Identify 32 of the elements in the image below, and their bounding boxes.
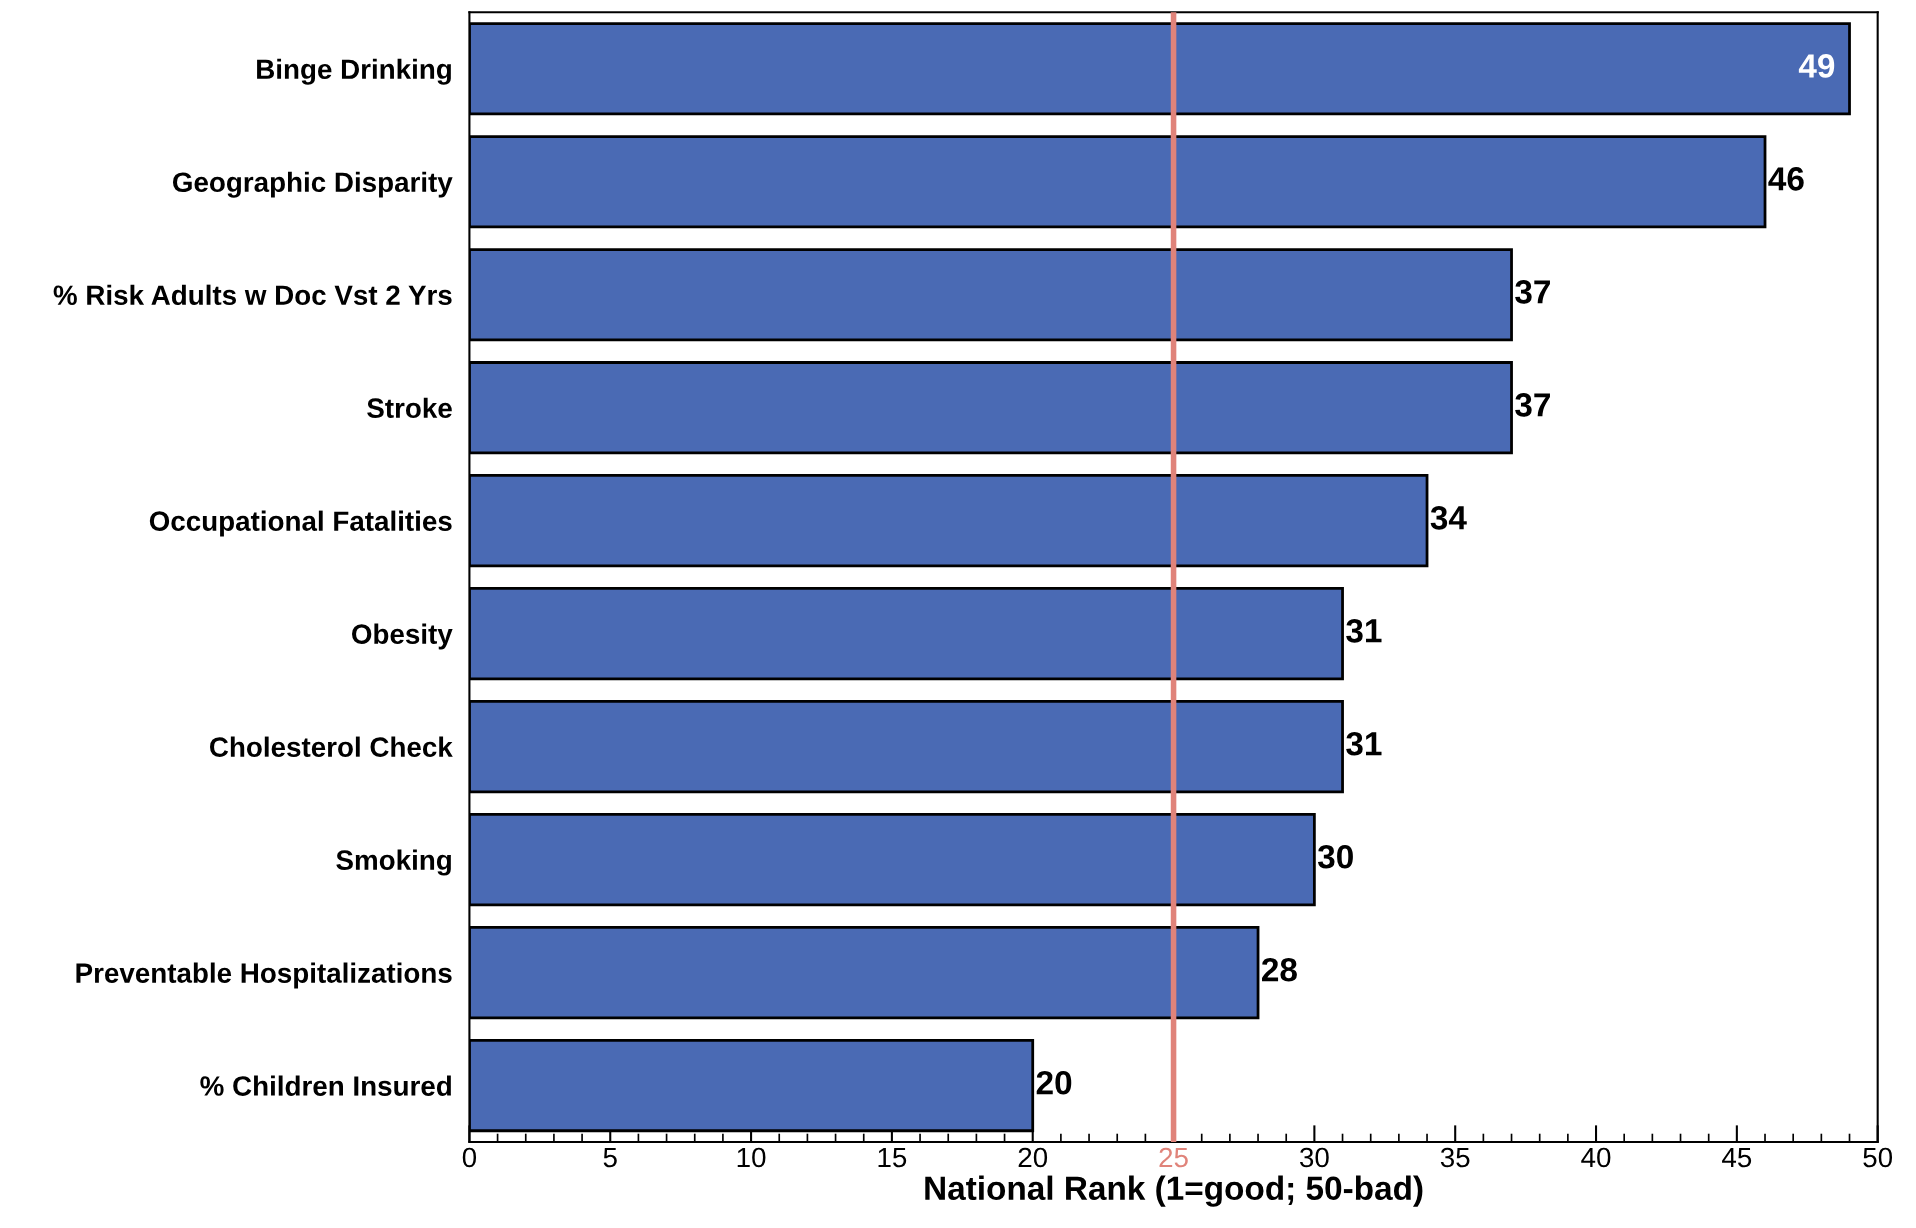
y-tick-label: Obesity (352, 623, 453, 650)
data-label: 49 (1798, 54, 1835, 78)
y-tick-label: Cholesterol Check (210, 736, 453, 757)
y-tick-label: Binge Drinking (257, 58, 451, 85)
data-label: 31 (1346, 731, 1382, 756)
data-label: 31 (1346, 618, 1382, 643)
y-tick-label: Smoking (336, 849, 451, 876)
data-label: 30 (1317, 844, 1353, 869)
y-tick-label: Stroke (367, 397, 452, 419)
y-tick-label: Occupational Fatalities (149, 510, 452, 537)
data-label: 46 (1768, 167, 1804, 191)
y-tick-label: % Risk Adults w Doc Vst 2 Yrs (53, 284, 452, 306)
x-tick-label: 50 (1863, 1147, 1893, 1168)
data-label: 37 (1515, 393, 1550, 417)
x-tick-label: 15 (878, 1147, 907, 1168)
data-label: 20 (1036, 1070, 1072, 1095)
x-axis-title: National Rank (1=good; 50-bad) (925, 1175, 1423, 1207)
x-tick-label: 10 (737, 1147, 766, 1168)
y-tick-label: Preventable Hospitalizations (76, 962, 452, 989)
x-tick-label: 40 (1581, 1147, 1611, 1168)
x-tick-label: 25 (1159, 1147, 1188, 1168)
x-tick-label: 30 (1299, 1147, 1329, 1168)
x-tick-label: 45 (1722, 1147, 1752, 1168)
data-label: 34 (1430, 506, 1467, 530)
x-tick-label: 5 (603, 1147, 617, 1168)
x-tick-label: 0 (462, 1147, 477, 1168)
y-tick-label: Geographic Disparity (172, 171, 453, 198)
data-label: 37 (1515, 280, 1550, 304)
x-tick-label: 20 (1018, 1147, 1048, 1168)
data-label: 28 (1262, 957, 1297, 982)
x-tick-label: 35 (1440, 1147, 1470, 1168)
y-tick-label: % Children Insured (200, 1075, 451, 1096)
